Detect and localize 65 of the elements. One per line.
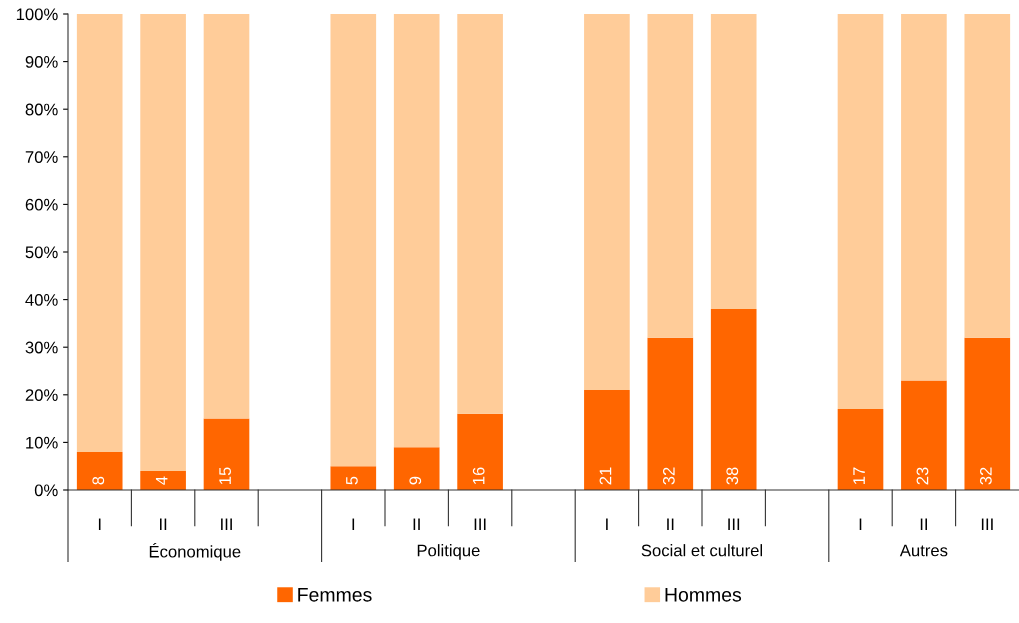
bar — [584, 14, 630, 391]
legend-label: Hommes — [665, 588, 742, 602]
y-tick-label: 90% — [25, 56, 58, 68]
y-tick-label: 60% — [25, 198, 58, 211]
y-tick-label: 80% — [25, 103, 58, 116]
data-label: 4 — [155, 476, 168, 485]
bar — [647, 14, 694, 338]
text: Politique — [417, 544, 480, 560]
bar — [330, 14, 377, 467]
bar — [140, 470, 186, 490]
y-tick-label: 0% — [34, 484, 58, 497]
data-label: 23 — [916, 467, 929, 485]
data-label: 15 — [219, 467, 231, 484]
x-tick-label: I — [352, 518, 355, 531]
x-tick-label: II — [920, 518, 927, 531]
bar — [710, 309, 757, 490]
bar — [203, 14, 250, 419]
bar — [76, 451, 123, 490]
y-tick-label: 40% — [25, 294, 58, 306]
data-label: 32 — [662, 467, 675, 485]
data-label: 5 — [346, 476, 358, 485]
bar — [964, 14, 1011, 338]
text: Autres — [899, 544, 948, 557]
bar — [393, 447, 440, 490]
y-tick-label: 20% — [25, 389, 58, 401]
y-tick-label: 30% — [25, 341, 58, 354]
y-tick-label: 10% — [26, 436, 58, 449]
legend-label: Femmes — [298, 588, 372, 602]
data-label: 32 — [979, 467, 992, 485]
x-tick-label: I — [606, 518, 608, 531]
bar — [901, 14, 947, 381]
data-label: 16 — [472, 467, 485, 484]
text: Social et culturel — [641, 544, 763, 557]
bar — [393, 14, 440, 448]
bar — [76, 14, 123, 452]
bar — [457, 413, 503, 490]
bar — [901, 380, 947, 490]
y-tick-label: 100% — [16, 8, 58, 21]
bar — [837, 14, 884, 410]
bar — [647, 337, 694, 490]
data-label: 17 — [853, 467, 865, 484]
bar — [710, 14, 757, 310]
bar — [584, 390, 630, 490]
x-tick-label: III — [728, 518, 740, 531]
bar — [330, 466, 377, 490]
y-tick-label: 50% — [25, 246, 58, 259]
x-tick-label: II — [160, 518, 167, 531]
x-tick-label: I — [859, 518, 862, 531]
data-label: 21 — [599, 467, 612, 485]
bar — [203, 418, 250, 490]
bar — [457, 14, 503, 414]
data-label: 38 — [726, 467, 739, 485]
text: Économique — [149, 542, 241, 561]
y-tick-label: 70% — [25, 151, 58, 163]
x-tick-label: III — [981, 518, 993, 531]
x-tick-label: II — [667, 518, 674, 531]
bar — [140, 14, 186, 471]
bar — [964, 337, 1011, 490]
x-tick-label: III — [221, 518, 232, 531]
data-label: 8 — [92, 476, 105, 485]
x-tick-label: II — [413, 518, 420, 531]
x-tick-label: I — [98, 518, 101, 531]
data-label: 9 — [409, 476, 422, 485]
x-tick-label: III — [474, 518, 486, 531]
bar — [837, 409, 884, 490]
